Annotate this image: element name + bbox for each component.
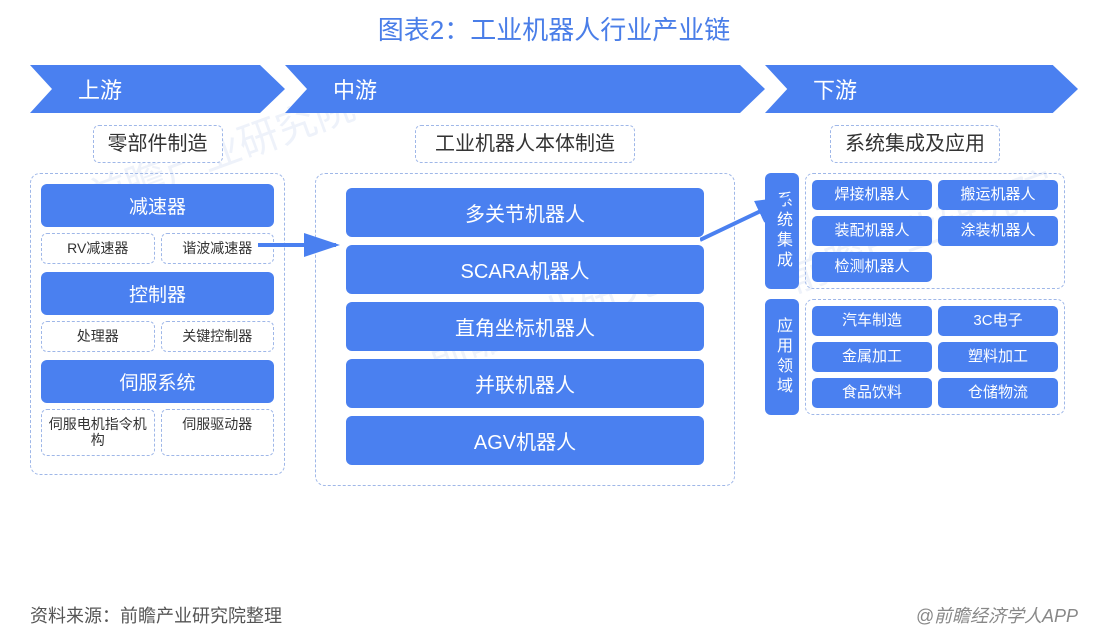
upstream-group-title: 伺服系统 [41,360,274,403]
integration-item: 检测机器人 [812,252,932,282]
downstream-group-integration: 系统集成 焊接机器人 搬运机器人 装配机器人 涂装机器人 检测机器人 [765,173,1065,289]
upstream-header: 零部件制造 [93,125,223,163]
footer-attribution: @前瞻经济学人APP [916,602,1078,628]
footer-source: 资料来源：前瞻产业研究院整理 [30,602,282,628]
application-item: 3C电子 [938,306,1058,336]
midstream-column: 工业机器人本体制造 多关节机器人 SCARA机器人 直角坐标机器人 并联机器人 … [315,125,735,486]
upstream-sub: 处理器 [41,321,155,352]
upstream-group-title: 减速器 [41,184,274,227]
upstream-column: 零部件制造 减速器 RV减速器 谐波减速器 控制器 处理器 关键控制器 伺服系统… [30,125,285,475]
upstream-sub: 伺服电机指令机构 [41,409,155,457]
stage-arrow-row: 上游 中游 下游 [30,65,1078,113]
connector-arrow-right [700,190,800,250]
integration-item: 装配机器人 [812,216,932,246]
application-item: 食品饮料 [812,378,932,408]
midstream-panel: 多关节机器人 SCARA机器人 直角坐标机器人 并联机器人 AGV机器人 [315,173,735,486]
arrow-upstream: 上游 [30,65,285,113]
integration-item: 涂装机器人 [938,216,1058,246]
arrow-midstream: 中游 [285,65,765,113]
midstream-item: 并联机器人 [346,359,704,408]
midstream-item: 直角坐标机器人 [346,302,704,351]
integration-item: 焊接机器人 [812,180,932,210]
arrow-downstream-label: 下游 [813,73,857,105]
chart-title: 图表2：工业机器人行业产业链 [30,10,1078,47]
footer: 资料来源：前瞻产业研究院整理 @前瞻经济学人APP [30,602,1078,628]
midstream-item: AGV机器人 [346,416,704,465]
downstream-column: 系统集成及应用 系统集成 焊接机器人 搬运机器人 装配机器人 涂装机器人 检测机… [765,125,1065,425]
integration-item: 搬运机器人 [938,180,1058,210]
arrow-downstream: 下游 [765,65,1078,113]
downstream-group-application: 应用领域 汽车制造 3C电子 金属加工 塑料加工 食品饮料 仓储物流 [765,299,1065,415]
integration-grid: 焊接机器人 搬运机器人 装配机器人 涂装机器人 检测机器人 [805,173,1065,289]
application-item: 塑料加工 [938,342,1058,372]
upstream-sub: RV减速器 [41,233,155,264]
midstream-header: 工业机器人本体制造 [415,125,635,163]
upstream-sub: 谐波减速器 [161,233,275,264]
upstream-sub: 关键控制器 [161,321,275,352]
downstream-header: 系统集成及应用 [830,125,1000,163]
upstream-sub: 伺服驱动器 [161,409,275,457]
upstream-panel: 减速器 RV减速器 谐波减速器 控制器 处理器 关键控制器 伺服系统 伺服电机指… [30,173,285,475]
application-vlabel: 应用领域 [765,299,799,415]
application-grid: 汽车制造 3C电子 金属加工 塑料加工 食品饮料 仓储物流 [805,299,1065,415]
midstream-item: 多关节机器人 [346,188,704,237]
application-item: 汽车制造 [812,306,932,336]
midstream-item: SCARA机器人 [346,245,704,294]
application-item: 金属加工 [812,342,932,372]
arrow-midstream-label: 中游 [333,73,377,105]
upstream-group-title: 控制器 [41,272,274,315]
arrow-upstream-label: 上游 [78,73,122,105]
connector-arrow-left [258,230,348,260]
application-item: 仓储物流 [938,378,1058,408]
sections: 零部件制造 减速器 RV减速器 谐波减速器 控制器 处理器 关键控制器 伺服系统… [30,125,1078,486]
